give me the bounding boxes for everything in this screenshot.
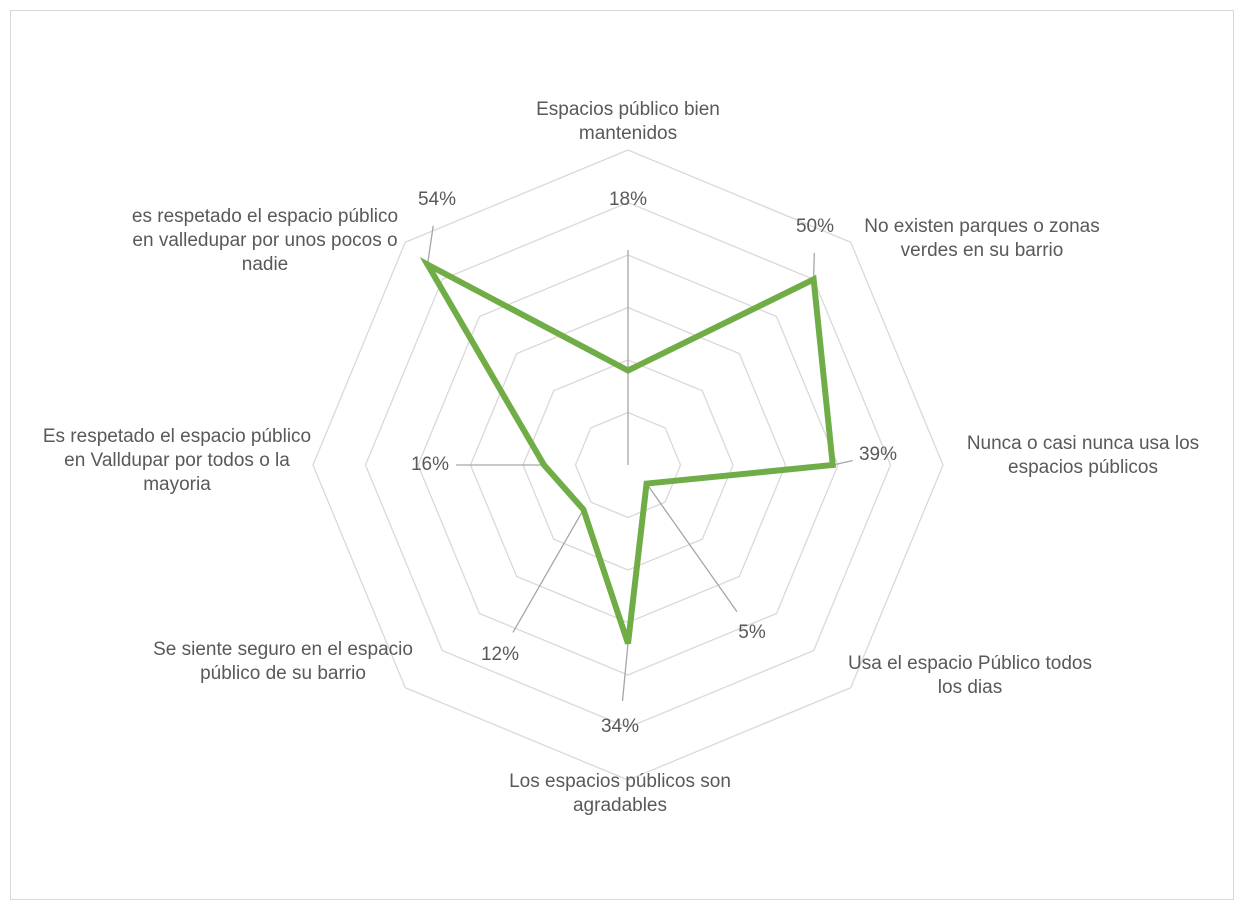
value-label: 5% — [738, 622, 766, 643]
value-label: 39% — [859, 444, 897, 465]
data-line — [419, 256, 837, 645]
chart-border — [10, 10, 1234, 900]
leader-line — [512, 509, 585, 633]
value-label: 16% — [411, 454, 449, 475]
grid-ring — [417, 254, 839, 676]
value-label: 12% — [481, 644, 519, 665]
grid-ring — [312, 149, 944, 781]
leader-line — [621, 643, 629, 702]
category-label: Es respetado el espacio público en Valld… — [42, 426, 312, 495]
category-label: Nunca o casi nunca usa los espacios públ… — [966, 433, 1200, 478]
grid-ring — [522, 359, 734, 571]
category-label: Se siente seguro en el espacio público d… — [153, 639, 413, 684]
leader-line — [812, 252, 815, 280]
category-label: Los espacios públicos son agradables — [509, 771, 731, 816]
leader-line — [646, 483, 738, 613]
category-label: Usa el espacio Público todos los dias — [848, 653, 1092, 698]
value-label: 18% — [609, 189, 647, 210]
grid-ring — [574, 411, 682, 519]
grid-ring — [364, 201, 892, 729]
leader-line — [832, 459, 853, 466]
value-label: 50% — [796, 216, 834, 237]
value-label: 34% — [601, 716, 639, 737]
value-label: 54% — [418, 189, 456, 210]
category-label: No existen parques o zonas verdes en su … — [864, 216, 1100, 261]
category-label: es respetado el espacio público en valle… — [131, 206, 399, 275]
leader-line — [426, 225, 434, 265]
category-label: Espacios público bien mantenidos — [536, 99, 720, 144]
